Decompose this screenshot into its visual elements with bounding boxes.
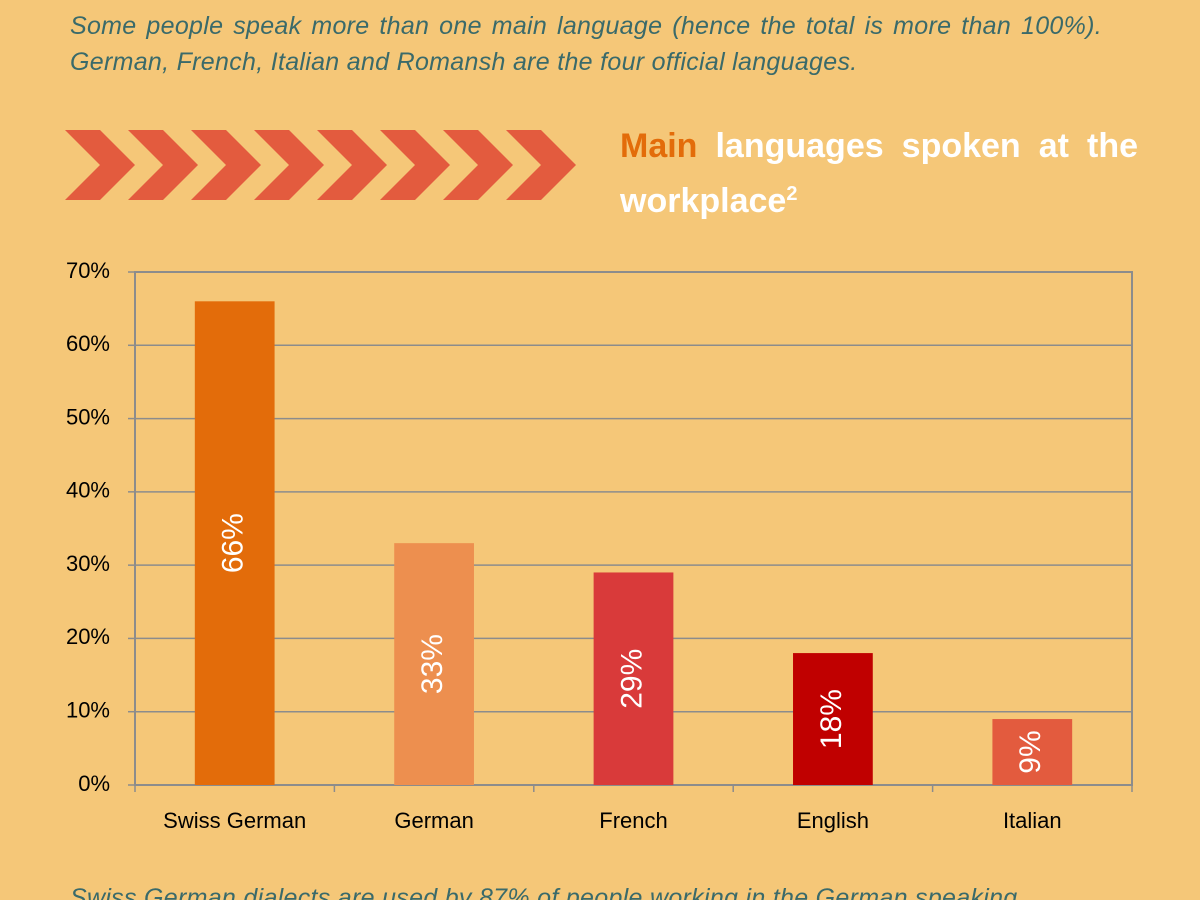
value-label: 9% bbox=[1014, 730, 1047, 773]
x-tick-label: Italian bbox=[1003, 808, 1062, 833]
bar bbox=[394, 543, 474, 785]
y-tick-label: 0% bbox=[78, 771, 110, 796]
x-tick-label: Swiss German bbox=[163, 808, 306, 833]
y-tick-label: 40% bbox=[66, 478, 110, 503]
x-tick-label: English bbox=[797, 808, 869, 833]
bar bbox=[992, 719, 1073, 785]
footer-text: Swiss German dialects are used by 87% of… bbox=[70, 884, 1018, 900]
y-tick-label: 60% bbox=[66, 331, 110, 356]
title-text: languages spoken at the workplace bbox=[620, 127, 1138, 220]
value-label: 33% bbox=[416, 634, 449, 694]
y-tick-label: 10% bbox=[66, 698, 110, 723]
value-label: 29% bbox=[615, 649, 648, 709]
y-tick-label: 20% bbox=[66, 624, 110, 649]
title-highlight: Main bbox=[620, 127, 698, 165]
intro-text: Some people speak more than one main lan… bbox=[70, 12, 1102, 76]
y-tick-label: 70% bbox=[66, 258, 110, 283]
title-superscript: 2 bbox=[786, 183, 798, 205]
chevron-arrows bbox=[65, 130, 576, 200]
value-label: 18% bbox=[815, 689, 848, 749]
y-tick-label: 30% bbox=[66, 551, 110, 576]
x-tick-label: German bbox=[394, 808, 473, 833]
bar bbox=[593, 572, 674, 785]
x-tick-label: French bbox=[599, 808, 667, 833]
chart-title: Main languages spoken at the workplace2 bbox=[620, 122, 1138, 225]
bar bbox=[194, 301, 275, 785]
bar bbox=[793, 653, 873, 785]
y-tick-label: 50% bbox=[66, 404, 110, 429]
value-label: 66% bbox=[217, 513, 250, 573]
